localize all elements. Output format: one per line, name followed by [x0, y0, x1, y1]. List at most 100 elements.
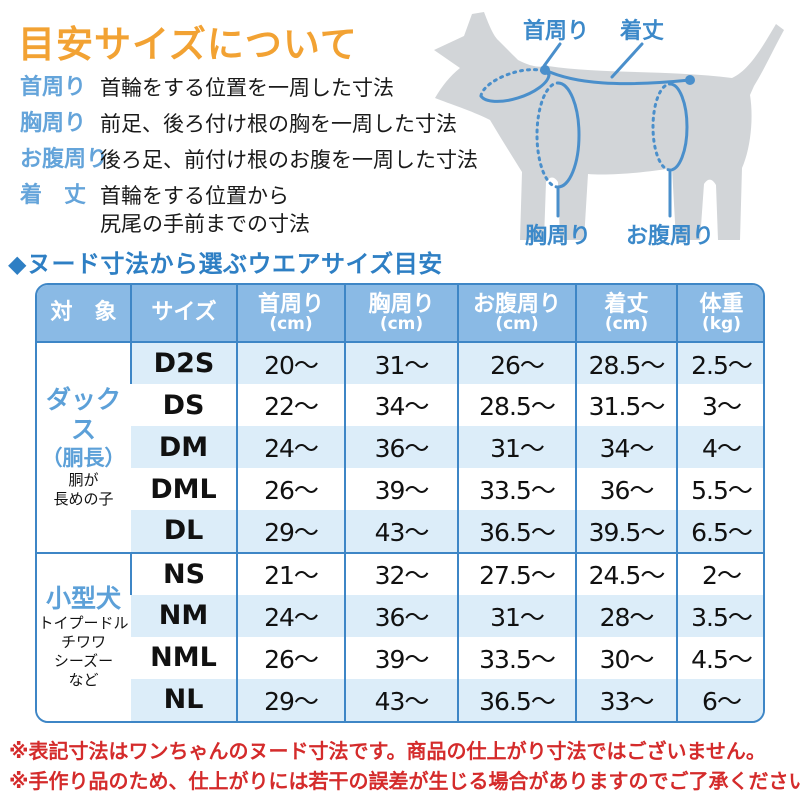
- header-target: 対 象: [37, 285, 131, 343]
- note-line: ※手作り品のため、仕上がりには若干の誤差が生じる場合がありますのでご了承ください…: [9, 769, 800, 793]
- table-header-row: 対 象 サイズ 首周り (cm) 胸周り (cm) お腹周り (cm) 着丈 (cm) …: [37, 285, 763, 343]
- header-unit: (kg): [701, 313, 741, 334]
- header-unit: (cm): [379, 313, 424, 334]
- neck-leader-line: [542, 42, 562, 68]
- definition-desc: 前足、後ろ付け根の胸を一周した寸法: [100, 112, 457, 136]
- weight-cell: 2～: [676, 551, 763, 595]
- chest-cell: 31～: [344, 342, 458, 385]
- length-end-dot: [685, 75, 695, 85]
- definition-desc-line1: 首輪をする位置から: [100, 184, 289, 208]
- size-cell: NL: [131, 678, 237, 721]
- dog-measurement-diagram: 首周り 着丈 胸周り お腹周り: [420, 0, 800, 252]
- header-unit: (cm): [604, 313, 649, 334]
- table-row: NML 26～ 39～ 33.5～ 30～ 4.5～: [37, 636, 763, 679]
- size-cell: NS: [130, 551, 237, 595]
- neck-cell: 29～: [236, 678, 345, 721]
- header-label: 着丈: [604, 291, 649, 317]
- header-unit: (cm): [269, 313, 313, 334]
- size-cell: DML: [131, 468, 237, 511]
- length-cell: 39.5～: [575, 510, 677, 553]
- neck-cell: 21～: [236, 551, 345, 595]
- definition-term: 胸周り: [20, 111, 87, 136]
- group-note: 胴が: [68, 471, 99, 490]
- length-cell: 24.5～: [575, 551, 677, 595]
- header-neck: 首周り (cm): [236, 285, 345, 343]
- chest-cell: 43～: [344, 678, 458, 721]
- neck-cell: 29～: [236, 510, 345, 553]
- belly-cell: 33.5～: [457, 636, 576, 679]
- header-label: サイズ: [151, 300, 217, 326]
- weight-cell: 6～: [676, 678, 763, 721]
- definition-desc: 後ろ足、前付け根のお腹を一周した寸法: [100, 148, 478, 172]
- neck-cell: 22～: [236, 384, 345, 427]
- belly-ellipse-front: [668, 82, 689, 172]
- table-row: DL 29～ 43～ 36.5～ 39.5～ 6.5～: [37, 510, 763, 553]
- footer-notes: ※表記寸法はワンちゃんのヌード寸法です。商品の仕上がり寸法ではございません。 ※…: [9, 736, 800, 796]
- table-row: NM 24～ 36～ 31～ 28～ 3.5～: [37, 594, 763, 637]
- header-label: 体重: [699, 291, 744, 317]
- note-line: ※表記寸法はワンちゃんのヌード寸法です。商品の仕上がり寸法ではございません。: [9, 739, 766, 763]
- length-cell: 33～: [575, 678, 677, 721]
- length-cell: 34～: [575, 426, 677, 469]
- chest-cell: 36～: [344, 426, 458, 469]
- header-label: お腹周り: [472, 291, 561, 317]
- neck-cell: 26～: [236, 468, 345, 511]
- table-row: DML 26～ 39～ 33.5～ 36～ 5.5～: [37, 468, 763, 511]
- header-size: サイズ: [130, 285, 237, 343]
- neck-cell: 24～: [236, 594, 345, 637]
- table-row: NL 29～ 43～ 36.5～ 33～ 6～: [37, 678, 763, 721]
- length-leader-line: [610, 42, 644, 79]
- belly-cell: 31～: [457, 426, 576, 469]
- weight-cell: 2.5～: [676, 342, 763, 385]
- dog-silhouette-illustration: [434, 12, 784, 240]
- belly-cell: 31～: [457, 594, 576, 637]
- belly-cell: 26～: [457, 342, 576, 385]
- length-start-dot: [540, 65, 550, 75]
- neck-cell: 20～: [236, 342, 345, 385]
- definition-term: 着 丈: [20, 183, 87, 208]
- header-length: 着丈 (cm): [575, 285, 677, 343]
- size-cell: NM: [131, 594, 237, 637]
- group-name: 小型犬: [45, 584, 121, 614]
- header-label: 胸周り: [368, 291, 435, 317]
- belly-cell: 36.5～: [457, 678, 576, 721]
- group-name: ダックス: [45, 385, 121, 445]
- length-cell: 28.5～: [575, 342, 677, 385]
- definition-desc: 首輪をする位置を一周した寸法: [100, 76, 394, 100]
- belly-cell: 33.5～: [457, 468, 576, 511]
- section-title: ◆ヌード寸法から選ぶウエアサイズ目安: [8, 250, 443, 278]
- size-cell: D2S: [130, 342, 237, 385]
- neck-cell: 24～: [236, 426, 345, 469]
- definition-desc: 首輪をする位置から 尻尾の手前までの寸法: [100, 182, 310, 238]
- definition-chest: 胸周り 前足、後ろ付け根の胸を一周した寸法: [20, 110, 457, 138]
- page-title: 目安サイズについて: [18, 23, 358, 66]
- header-chest: 胸周り (cm): [344, 285, 458, 343]
- size-cell: DM: [131, 426, 237, 469]
- header-belly: お腹周り (cm): [457, 285, 576, 343]
- header-label: 首周り: [257, 291, 324, 317]
- definition-term: お腹周り: [20, 147, 109, 172]
- size-cell: DL: [131, 510, 237, 553]
- chest-cell: 39～: [344, 468, 458, 511]
- weight-cell: 3.5～: [676, 594, 763, 637]
- belly-cell: 36.5～: [457, 510, 576, 553]
- length-cell: 30～: [575, 636, 677, 679]
- chest-cell: 43～: [344, 510, 458, 553]
- header-weight: 体重 (kg): [676, 285, 763, 343]
- diagram-length-label: 着丈: [620, 19, 665, 44]
- length-cell: 36～: [575, 468, 677, 511]
- chest-cell: 36～: [344, 594, 458, 637]
- definition-desc-line2: 尻尾の手前までの寸法: [100, 212, 310, 236]
- size-table: 対 象 サイズ 首周り (cm) 胸周り (cm) お腹周り (cm) 着丈 (cm) …: [35, 283, 765, 723]
- diagram-chest-label: 胸周り: [525, 224, 592, 249]
- dog-silhouette: [434, 12, 784, 240]
- definition-length: 着 丈 首輪をする位置から 尻尾の手前までの寸法: [20, 182, 420, 238]
- table-row: ダックス （胴長） 胴が 長めの子 D2S 20～ 31～ 26～ 28.5～ …: [37, 342, 763, 553]
- belly-cell: 28.5～: [457, 384, 576, 427]
- definition-belly: お腹周り 後ろ足、前付け根のお腹を一周した寸法: [20, 146, 478, 174]
- header-label: 対 象: [50, 300, 117, 326]
- weight-cell: 6.5～: [676, 510, 763, 553]
- size-cell: DS: [131, 384, 237, 427]
- table-row: DM 24～ 36～ 31～ 34～ 4～: [37, 426, 763, 469]
- group-note: など: [68, 671, 99, 690]
